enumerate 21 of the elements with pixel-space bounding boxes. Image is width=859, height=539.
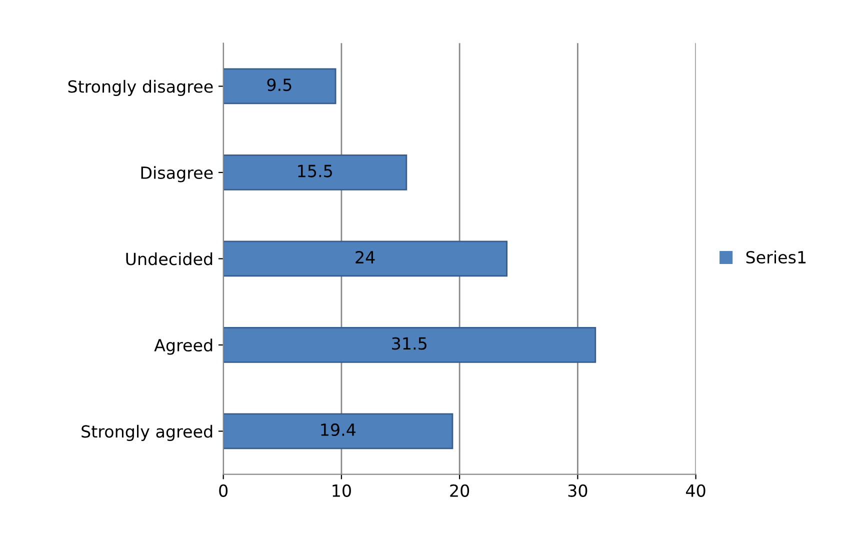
- x-tick-label: 0: [219, 484, 228, 497]
- y-tick-label: Agreed: [154, 338, 212, 355]
- data-label: 31.5: [392, 337, 426, 350]
- x-tick-label: 30: [568, 484, 588, 497]
- y-tick-label: Undecided: [126, 252, 212, 266]
- x-tick-label: 10: [332, 484, 351, 497]
- legend-label: Series1: [746, 250, 806, 264]
- data-label: 9.5: [267, 78, 292, 92]
- bar: [223, 413, 454, 450]
- data-label: 24: [356, 250, 375, 264]
- y-tick-label: Strongly disagree: [68, 80, 213, 96]
- bar: [223, 327, 596, 363]
- bar: [223, 68, 336, 104]
- y-tick-label: Disagree: [141, 166, 213, 182]
- y-tick-label: Strongly agreed: [82, 424, 212, 441]
- x-tick-label: 20: [450, 484, 470, 497]
- bar: [223, 240, 508, 277]
- bar: [223, 154, 408, 190]
- data-label: 19.4: [321, 423, 356, 436]
- data-label: 15.5: [298, 164, 332, 178]
- x-tick-label: 40: [686, 484, 706, 497]
